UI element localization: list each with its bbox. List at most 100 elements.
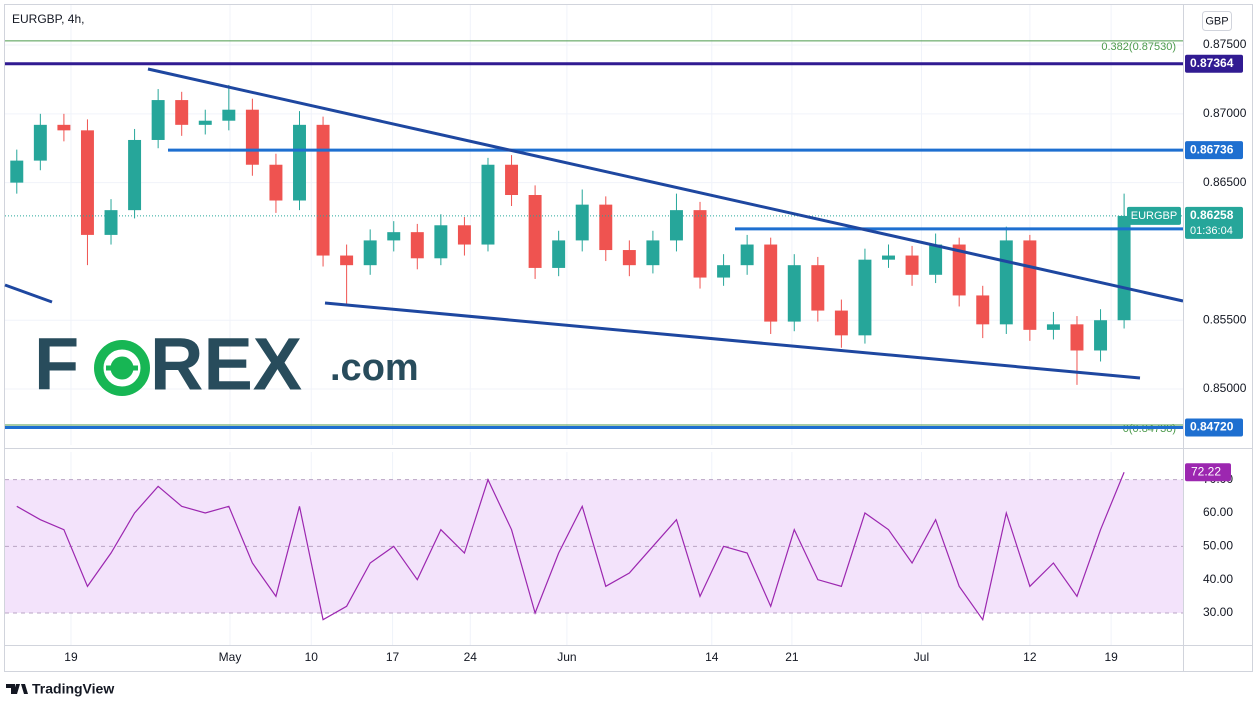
candle-body bbox=[245, 109, 259, 165]
candle-body bbox=[599, 204, 613, 251]
candle-body bbox=[434, 225, 448, 259]
level-value: 0.86736 bbox=[1190, 142, 1234, 156]
x-tick-label: 17 bbox=[386, 650, 400, 664]
candle-body bbox=[976, 295, 990, 325]
candle-body bbox=[151, 100, 165, 140]
trendline bbox=[147, 67, 1184, 303]
level-badge bbox=[1185, 54, 1243, 73]
candle-body bbox=[1094, 320, 1108, 351]
candle-body bbox=[787, 265, 801, 322]
candle-body bbox=[1023, 240, 1037, 330]
candle-body bbox=[740, 244, 754, 266]
y-tick-label: 0.85000 bbox=[1203, 381, 1247, 395]
logo-text: F bbox=[34, 323, 79, 406]
candle-body bbox=[387, 232, 401, 241]
candle-body bbox=[10, 160, 24, 183]
candle-body bbox=[1070, 324, 1084, 351]
candle-body bbox=[646, 240, 660, 266]
level-badge bbox=[1185, 141, 1243, 160]
brand: TradingView bbox=[32, 681, 114, 697]
rsi-tick-label: 40.00 bbox=[1203, 572, 1233, 586]
candle-body bbox=[198, 120, 212, 125]
price-badge bbox=[1185, 206, 1243, 239]
frame bbox=[4, 4, 1253, 672]
candle-body bbox=[882, 255, 895, 260]
candle-body bbox=[575, 204, 589, 241]
candle-body bbox=[622, 250, 636, 266]
candle-body bbox=[293, 124, 306, 201]
candle-body bbox=[552, 240, 566, 268]
watermark: F REX .com bbox=[34, 323, 419, 406]
candle-body bbox=[316, 124, 330, 256]
candle-body bbox=[999, 240, 1013, 325]
candle-body bbox=[481, 164, 495, 245]
axes: 19 May 10 17 24 Jun 14 21 Jul 12 19 0.87500 0.87000 0… bbox=[64, 37, 1246, 664]
tv-icon bbox=[6, 684, 28, 694]
countdown: 01:36:04 bbox=[1190, 225, 1233, 237]
candle-body bbox=[269, 164, 283, 201]
candle-body bbox=[505, 164, 519, 196]
rsi-tick-label: 30.00 bbox=[1203, 605, 1233, 619]
candle-body bbox=[128, 139, 142, 211]
level-value: 0.87364 bbox=[1190, 56, 1234, 70]
candle-body bbox=[104, 210, 118, 235]
candle-body bbox=[905, 255, 919, 275]
candle-body bbox=[222, 109, 236, 121]
symbol-badge bbox=[1127, 206, 1181, 225]
x-tick-label: 12 bbox=[1023, 650, 1037, 664]
candle-body bbox=[669, 210, 683, 241]
symbol-title: EURGBP, 4h, bbox=[12, 12, 84, 26]
rsi-last: 72.22 bbox=[1191, 464, 1221, 478]
x-tick-label: 24 bbox=[464, 650, 478, 664]
rsi-badge bbox=[1185, 463, 1231, 482]
rsi-tick-label: 60.00 bbox=[1203, 505, 1233, 519]
candle-body bbox=[764, 244, 778, 322]
x-tick-label: 10 bbox=[305, 650, 319, 664]
logo-text: REX bbox=[150, 323, 302, 406]
rsi-line bbox=[16, 472, 1125, 622]
currency-label[interactable]: GBP bbox=[1205, 15, 1228, 27]
candle-body bbox=[1117, 215, 1131, 321]
candle-body bbox=[410, 232, 424, 259]
candle-body bbox=[929, 244, 943, 275]
x-tick-label: Jul bbox=[914, 650, 929, 664]
x-tick-label: 14 bbox=[705, 650, 719, 664]
currency-button[interactable] bbox=[1202, 11, 1232, 31]
candle-body bbox=[952, 244, 966, 296]
candle-body bbox=[858, 259, 872, 336]
x-tick-label: May bbox=[219, 650, 242, 664]
candle-body bbox=[811, 265, 825, 311]
symbol-label: EURGBP bbox=[1131, 210, 1177, 222]
x-tick-label: 19 bbox=[64, 650, 78, 664]
level-badge bbox=[1185, 418, 1243, 437]
candle-body bbox=[57, 124, 71, 131]
candle-body bbox=[80, 130, 94, 235]
y-tick-label: 0.85500 bbox=[1203, 312, 1247, 326]
candle-body bbox=[363, 240, 377, 266]
rsi-pane bbox=[5, 472, 1183, 622]
candle-body bbox=[457, 225, 471, 245]
rsi-tick-label: 50.00 bbox=[1203, 539, 1233, 553]
fib-label: 0.382(0.87530) bbox=[1101, 41, 1176, 53]
trendlines bbox=[4, 67, 1184, 380]
x-tick-label: Jun bbox=[557, 650, 576, 664]
logo-text: .com bbox=[330, 347, 419, 389]
candle-body bbox=[33, 124, 47, 161]
trendline bbox=[4, 283, 53, 304]
footer-logo: TradingView bbox=[6, 681, 114, 697]
candle-body bbox=[528, 195, 542, 268]
x-tick-label: 21 bbox=[785, 650, 799, 664]
candle-body bbox=[717, 265, 731, 278]
candle-body bbox=[1046, 324, 1060, 330]
candle-body bbox=[834, 310, 848, 336]
candle-body bbox=[340, 255, 354, 266]
y-tick-label: 0.87500 bbox=[1203, 37, 1247, 51]
candle-body bbox=[693, 210, 707, 278]
y-tick-label: 0.87000 bbox=[1203, 106, 1247, 120]
y-tick-label: 0.86500 bbox=[1203, 175, 1247, 189]
last-price: 0.86258 bbox=[1190, 208, 1234, 222]
level-value: 0.84720 bbox=[1190, 420, 1234, 434]
candle-body bbox=[175, 100, 189, 125]
